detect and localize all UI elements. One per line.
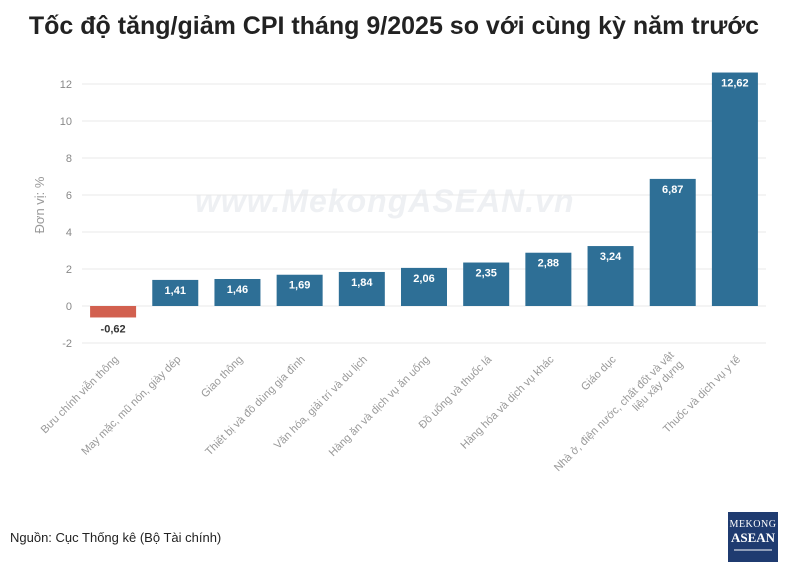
mekong-asean-logo: MEKONG ASEAN	[728, 512, 778, 562]
y-tick-label: 4	[66, 227, 72, 239]
y-tick-label: 0	[66, 301, 72, 313]
logo-line-1: MEKONG	[729, 519, 777, 530]
bar	[214, 278, 261, 306]
data-label: 6,87	[662, 184, 683, 196]
y-tick-label: 8	[66, 153, 72, 165]
data-label: 1,41	[165, 285, 186, 297]
data-label: 12,62	[721, 78, 749, 90]
data-label: -0,62	[101, 323, 126, 335]
data-label: 3,24	[600, 251, 622, 263]
data-label: 2,06	[413, 273, 434, 285]
watermark: www.MekongASEAN.vn	[195, 183, 575, 219]
bar	[152, 279, 199, 306]
bar	[401, 267, 447, 306]
x-tick-label: Hàng ăn và dịch vụ ăn uống	[327, 354, 432, 459]
data-label: 1,69	[289, 280, 310, 292]
data-label: 1,84	[351, 277, 373, 289]
bar	[649, 178, 696, 306]
x-tick-label-line: Nhà ở, điện nước, chất đốt và vật	[552, 349, 677, 474]
logo-underline	[734, 549, 772, 551]
bar	[587, 246, 634, 306]
x-tick-label: May mặc, mũ nón, giày dép	[79, 354, 183, 458]
y-tick-label: 6	[66, 190, 72, 202]
bar	[90, 306, 137, 318]
data-label: 2,88	[538, 258, 559, 270]
data-label: 1,46	[227, 284, 248, 296]
y-tick-label: 12	[60, 79, 72, 91]
bar	[525, 252, 572, 306]
y-tick-label: 2	[66, 264, 72, 276]
x-tick-label: Thiết bị và đồ dùng gia đình	[203, 354, 307, 458]
chart-title: Tốc độ tăng/giảm CPI tháng 9/2025 so với…	[28, 12, 760, 40]
source-note: Nguồn: Cục Thống kê (Bộ Tài chính)	[10, 530, 222, 545]
data-label: 2,35	[475, 268, 496, 280]
y-tick-label: 10	[60, 116, 72, 128]
y-axis-label: Đơn vị: %	[32, 176, 47, 233]
x-tick-label: Nhà ở, điện nước, chất đốt và vậtliệu xâ…	[552, 349, 686, 483]
x-tick-label: Giao thông	[199, 354, 246, 401]
bar	[711, 72, 758, 306]
bar	[338, 271, 385, 306]
x-tick-label: Giáo dục	[579, 353, 619, 393]
bar	[276, 274, 323, 306]
logo-line-2: ASEAN	[730, 530, 776, 545]
y-tick-label: -2	[62, 338, 72, 350]
bar	[463, 262, 510, 306]
